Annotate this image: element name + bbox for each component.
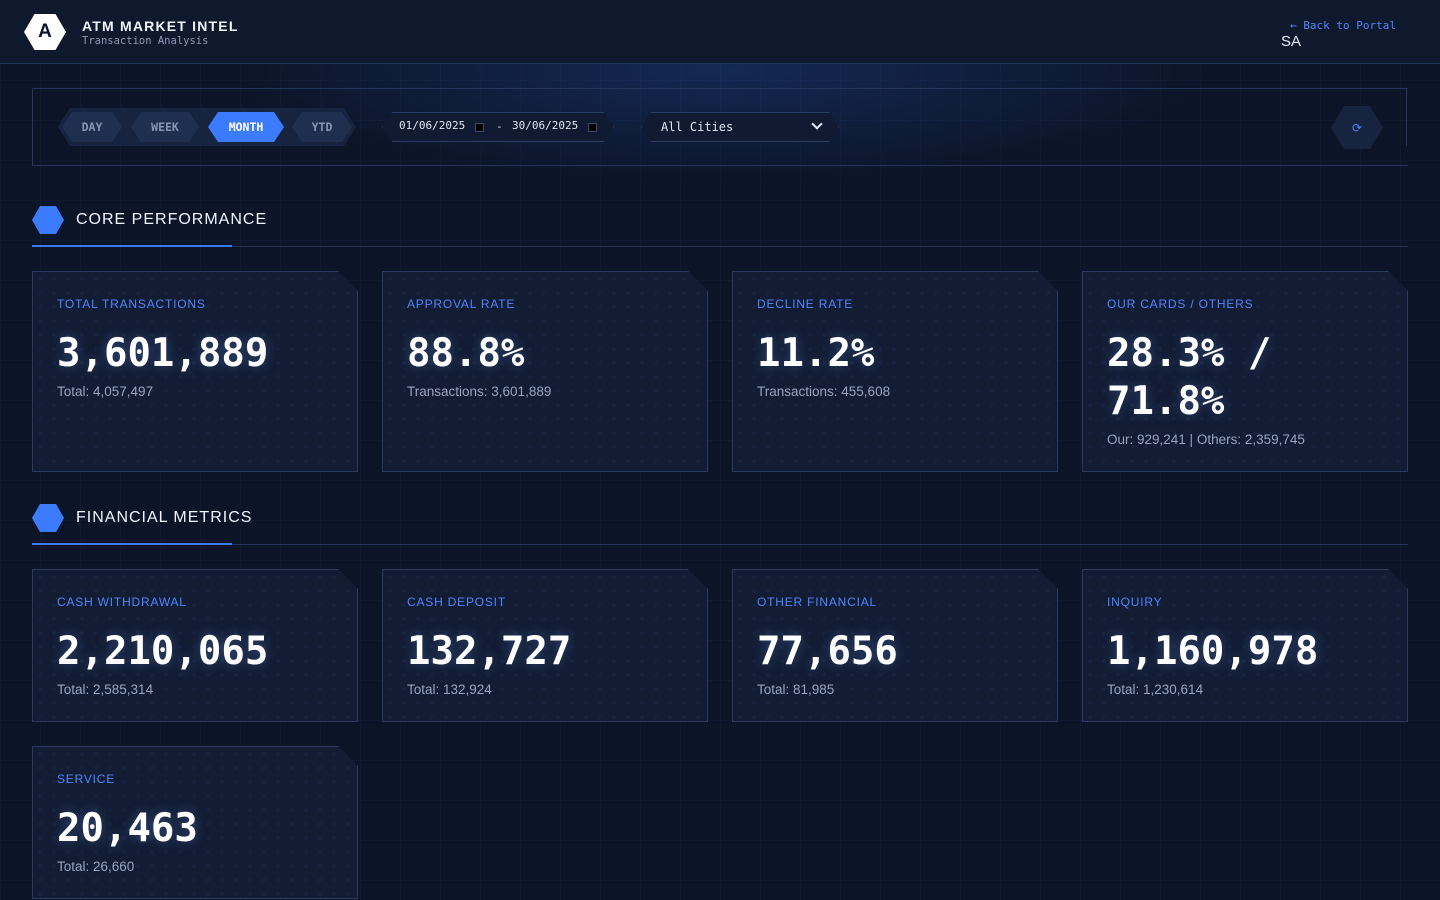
period-week-button[interactable]: WEEK bbox=[131, 112, 199, 142]
date-range-separator: - bbox=[496, 120, 503, 133]
section-accent-line bbox=[32, 543, 232, 545]
kpi-card-approval-rate: APPROVAL RATE 88.8% Transactions: 3,601,… bbox=[382, 271, 708, 472]
card-label: CASH WITHDRAWAL bbox=[57, 595, 187, 609]
card-label: INQUIRY bbox=[1107, 595, 1163, 609]
period-ytd-button[interactable]: YTD bbox=[292, 112, 352, 142]
filter-bar-edge bbox=[1406, 88, 1407, 146]
app-logo: A bbox=[24, 14, 66, 50]
section-hex-icon bbox=[32, 504, 64, 532]
card-subtext: Transactions: 3,601,889 bbox=[407, 384, 552, 399]
section-divider bbox=[32, 246, 1408, 247]
card-subtext: Total: 132,924 bbox=[407, 682, 492, 697]
refresh-icon: ⟳ bbox=[1351, 121, 1363, 135]
kpi-card-cash-deposit: CASH DEPOSIT 132,727 Total: 132,924 bbox=[382, 569, 708, 722]
city-select[interactable]: All Cities bbox=[641, 112, 839, 142]
date-range-picker: 01/06/2025 - 30/06/2025 bbox=[382, 112, 614, 142]
card-subtext: Total: 2,585,314 bbox=[57, 682, 154, 697]
period-month-button[interactable]: MONTH bbox=[208, 112, 284, 142]
card-value: 28.3% / 71.8% bbox=[1107, 331, 1272, 424]
card-label: TOTAL TRANSACTIONS bbox=[57, 297, 206, 311]
section-divider bbox=[32, 544, 1408, 545]
section-title-core: CORE PERFORMANCE bbox=[76, 211, 268, 228]
date-from-input[interactable]: 01/06/2025 bbox=[399, 119, 466, 132]
card-label: OTHER FINANCIAL bbox=[757, 595, 878, 609]
calendar-icon[interactable] bbox=[588, 123, 597, 132]
user-code: SA bbox=[1281, 33, 1302, 50]
section-title-financial: FINANCIAL METRICS bbox=[76, 509, 253, 526]
app-subtitle: Transaction Analysis bbox=[82, 35, 209, 47]
card-subtext: Our: 929,241 | Others: 2,359,745 bbox=[1107, 432, 1305, 447]
card-value: 11.2% bbox=[757, 331, 875, 376]
kpi-card-cash-withdrawal: CASH WITHDRAWAL 2,210,065 Total: 2,585,3… bbox=[32, 569, 358, 722]
card-label: SERVICE bbox=[57, 772, 116, 786]
card-value: 132,727 bbox=[407, 629, 572, 674]
card-label: OUR CARDS / OTHERS bbox=[1107, 297, 1254, 311]
top-header: A ATM MARKET INTEL Transaction Analysis … bbox=[0, 0, 1440, 64]
card-value: 88.8% bbox=[407, 331, 525, 376]
card-label: APPROVAL RATE bbox=[407, 297, 516, 311]
kpi-card-total-transactions: TOTAL TRANSACTIONS 3,601,889 Total: 4,05… bbox=[32, 271, 358, 472]
date-to-input[interactable]: 30/06/2025 bbox=[512, 119, 579, 132]
app-title: ATM MARKET INTEL bbox=[82, 18, 239, 34]
logo-letter: A bbox=[38, 21, 52, 42]
card-value: 2,210,065 bbox=[57, 629, 269, 674]
card-subtext: Total: 81,985 bbox=[757, 682, 835, 697]
card-value: 77,656 bbox=[757, 629, 898, 674]
back-to-portal-link[interactable]: ← Back to Portal bbox=[1290, 19, 1396, 32]
chevron-down-icon bbox=[811, 118, 822, 129]
card-label: CASH DEPOSIT bbox=[407, 595, 506, 609]
card-subtext: Total: 26,660 bbox=[57, 859, 135, 874]
card-subtext: Total: 4,057,497 bbox=[57, 384, 154, 399]
section-hex-icon bbox=[32, 206, 64, 234]
calendar-icon[interactable] bbox=[475, 123, 484, 132]
city-select-value: All Cities bbox=[661, 120, 734, 134]
card-label: DECLINE RATE bbox=[757, 297, 854, 311]
card-subtext: Transactions: 455,608 bbox=[757, 384, 891, 399]
card-value: 1,160,978 bbox=[1107, 629, 1319, 674]
card-value: 3,601,889 bbox=[57, 331, 269, 376]
card-subtext: Total: 1,230,614 bbox=[1107, 682, 1204, 697]
kpi-card-inquiry: INQUIRY 1,160,978 Total: 1,230,614 bbox=[1082, 569, 1408, 722]
kpi-card-other-financial: OTHER FINANCIAL 77,656 Total: 81,985 bbox=[732, 569, 1058, 722]
kpi-card-service: SERVICE 20,463 Total: 26,660 bbox=[32, 746, 358, 899]
card-value: 20,463 bbox=[57, 806, 198, 851]
period-day-button[interactable]: DAY bbox=[62, 112, 122, 142]
kpi-card-decline-rate: DECLINE RATE 11.2% Transactions: 455,608 bbox=[732, 271, 1058, 472]
section-accent-line bbox=[32, 245, 232, 247]
kpi-card-our-cards-others: OUR CARDS / OTHERS 28.3% / 71.8% Our: 92… bbox=[1082, 271, 1408, 472]
filter-bar bbox=[32, 88, 1408, 166]
